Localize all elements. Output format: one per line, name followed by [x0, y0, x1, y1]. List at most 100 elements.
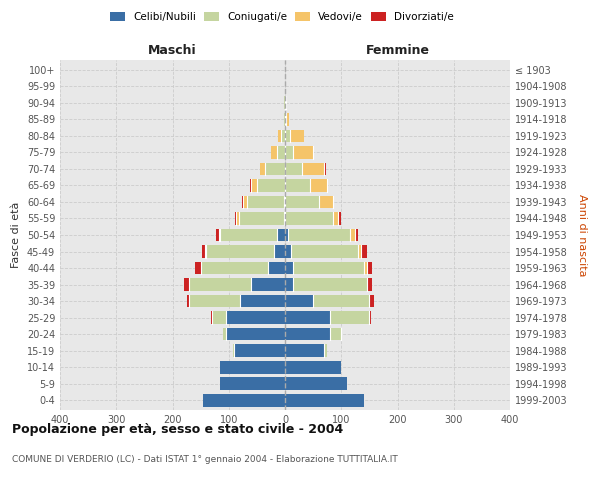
Bar	[268, 262, 285, 274]
Bar	[285, 278, 293, 291]
Bar	[293, 278, 367, 291]
Bar	[202, 245, 205, 258]
Bar	[203, 394, 285, 406]
Bar	[277, 146, 285, 159]
Bar	[257, 179, 285, 192]
Bar	[265, 162, 285, 175]
Bar	[285, 146, 293, 159]
Bar	[247, 196, 284, 208]
Bar	[293, 262, 364, 274]
Text: COMUNE DI VERDERIO (LC) - Dati ISTAT 1° gennaio 2004 - Elaborazione TUTTITALIA.I: COMUNE DI VERDERIO (LC) - Dati ISTAT 1° …	[12, 455, 398, 464]
Bar	[200, 262, 268, 274]
Bar	[367, 278, 372, 291]
Bar	[310, 179, 327, 192]
Bar	[319, 196, 333, 208]
Bar	[286, 113, 289, 126]
Bar	[284, 113, 285, 126]
Bar	[355, 228, 358, 241]
Bar	[370, 294, 374, 308]
Bar	[240, 294, 285, 308]
Bar	[361, 245, 367, 258]
Bar	[285, 328, 330, 340]
Bar	[367, 262, 372, 274]
Bar	[302, 162, 325, 175]
Y-axis label: Anni di nascita: Anni di nascita	[577, 194, 587, 276]
Bar	[350, 228, 355, 241]
Bar	[274, 245, 285, 258]
Bar	[313, 146, 314, 159]
Bar	[281, 130, 285, 142]
Bar	[250, 179, 251, 192]
Bar	[285, 228, 288, 241]
Bar	[327, 179, 328, 192]
Bar	[341, 328, 343, 340]
Bar	[285, 377, 347, 390]
Text: Femmine: Femmine	[365, 44, 430, 57]
Bar	[333, 196, 334, 208]
Bar	[285, 360, 341, 374]
Bar	[285, 162, 302, 175]
Bar	[233, 344, 235, 357]
Bar	[187, 294, 190, 308]
Bar	[220, 360, 285, 374]
Bar	[226, 311, 285, 324]
Bar	[286, 96, 287, 110]
Bar	[242, 196, 243, 208]
Bar	[220, 228, 277, 241]
Bar	[239, 212, 284, 225]
Bar	[251, 278, 285, 291]
Bar	[212, 311, 226, 324]
Bar	[285, 262, 293, 274]
Bar	[195, 262, 200, 274]
Text: Maschi: Maschi	[148, 44, 197, 57]
Bar	[285, 311, 330, 324]
Bar	[278, 130, 281, 142]
Bar	[293, 146, 313, 159]
Bar	[370, 311, 371, 324]
Bar	[260, 162, 265, 175]
Bar	[271, 146, 277, 159]
Bar	[285, 212, 333, 225]
Bar	[216, 228, 218, 241]
Bar	[285, 130, 290, 142]
Bar	[235, 344, 285, 357]
Text: Popolazione per età, sesso e stato civile - 2004: Popolazione per età, sesso e stato civil…	[12, 422, 343, 436]
Bar	[285, 196, 319, 208]
Bar	[338, 212, 341, 225]
Legend: Celibi/Nubili, Coniugati/e, Vedovi/e, Divorziati/e: Celibi/Nubili, Coniugati/e, Vedovi/e, Di…	[106, 8, 458, 26]
Bar	[358, 245, 361, 258]
Bar	[285, 344, 325, 357]
Bar	[235, 212, 236, 225]
Bar	[333, 212, 338, 225]
Bar	[364, 262, 367, 274]
Bar	[184, 278, 190, 291]
Bar	[285, 113, 286, 126]
Bar	[290, 130, 304, 142]
Bar	[290, 245, 358, 258]
Bar	[313, 294, 370, 308]
Bar	[285, 294, 313, 308]
Bar	[284, 196, 285, 208]
Bar	[190, 278, 251, 291]
Bar	[226, 328, 285, 340]
Bar	[285, 179, 310, 192]
Bar	[223, 328, 226, 340]
Y-axis label: Fasce di età: Fasce di età	[11, 202, 21, 268]
Bar	[218, 228, 220, 241]
Bar	[288, 228, 350, 241]
Bar	[206, 245, 274, 258]
Bar	[284, 212, 285, 225]
Bar	[330, 328, 341, 340]
Bar	[285, 96, 286, 110]
Bar	[220, 377, 285, 390]
Bar	[205, 245, 206, 258]
Bar	[251, 179, 257, 192]
Bar	[211, 311, 212, 324]
Bar	[285, 245, 290, 258]
Bar	[284, 96, 285, 110]
Bar	[236, 212, 239, 225]
Bar	[190, 294, 240, 308]
Bar	[285, 394, 364, 406]
Bar	[330, 311, 370, 324]
Bar	[243, 196, 247, 208]
